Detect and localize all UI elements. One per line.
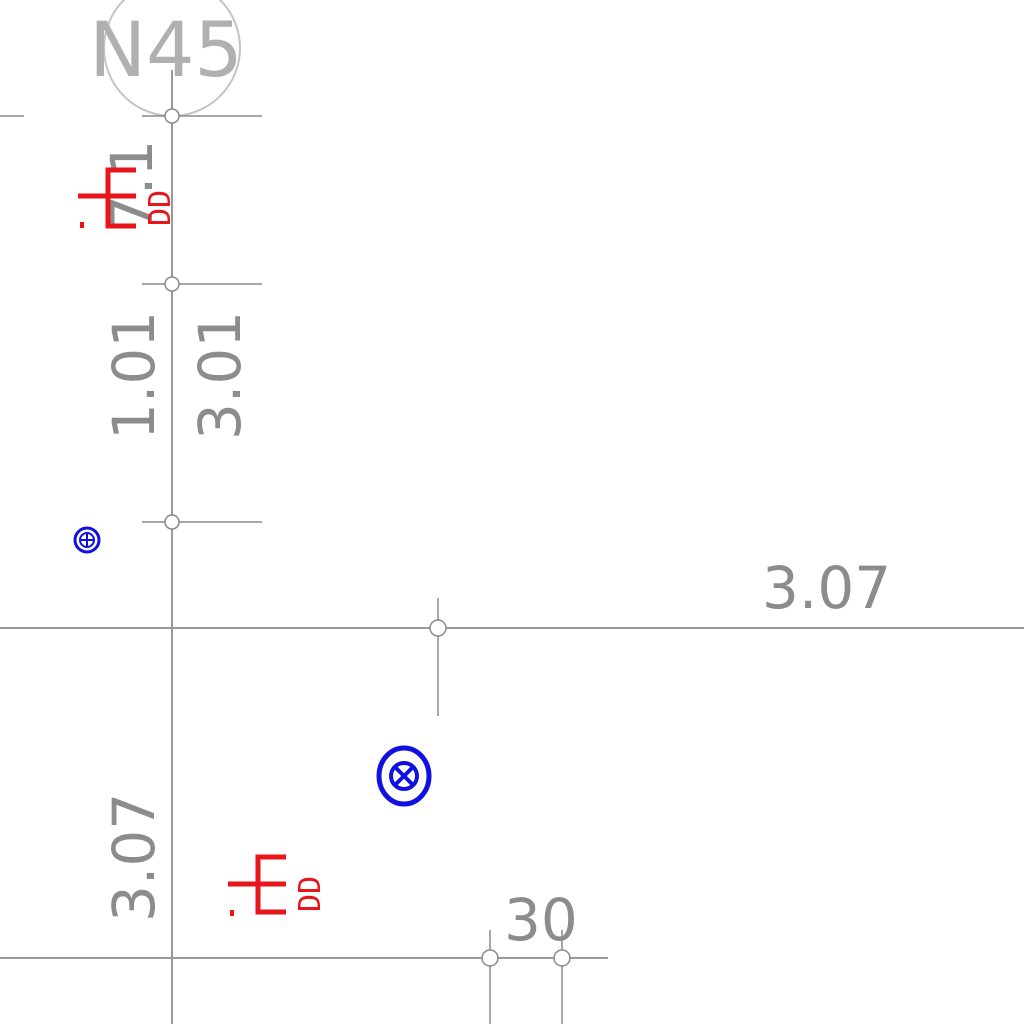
dimension-node [164,514,180,530]
panel-marker [230,910,234,916]
panel-marker [80,222,84,228]
dimension-node [481,949,499,967]
outlet-cross [393,765,415,787]
outlet-inner [389,761,419,791]
dimension-ticks-bottom [481,930,571,1024]
dimension-ticks-vertical [142,108,262,530]
panel-symbol-upper[interactable]: DD [78,167,178,229]
dimension-text-horizontal: 3.07 [762,554,891,622]
outlet-large-icon[interactable] [376,745,432,807]
axis-bubble-label: N45 [89,5,243,94]
dimension-text-bottom-vertical: 3.07 [100,793,168,922]
panel-bracket [255,854,286,915]
dimension-node [429,619,447,637]
panel-bracket [105,167,136,229]
outlet-ring [376,745,432,807]
dimension-text-mid-left: 1.01 [100,311,168,440]
panel-label: DD [143,190,178,226]
outlet-small-icon[interactable] [73,526,101,554]
dimension-node [164,276,180,292]
panel-label: DD [293,876,328,912]
dimension-text-bottom-horizontal: 30 [504,886,578,954]
panel-symbol-lower[interactable]: DD [228,854,328,916]
dimension-text-mid-right: 3.01 [186,311,254,440]
dimension-node [553,949,571,967]
axis-bubble[interactable]: N45 [89,0,243,117]
outlet-ring [73,526,101,554]
dimension-node [164,108,180,124]
dimension-ticks-horizontal [429,598,447,716]
